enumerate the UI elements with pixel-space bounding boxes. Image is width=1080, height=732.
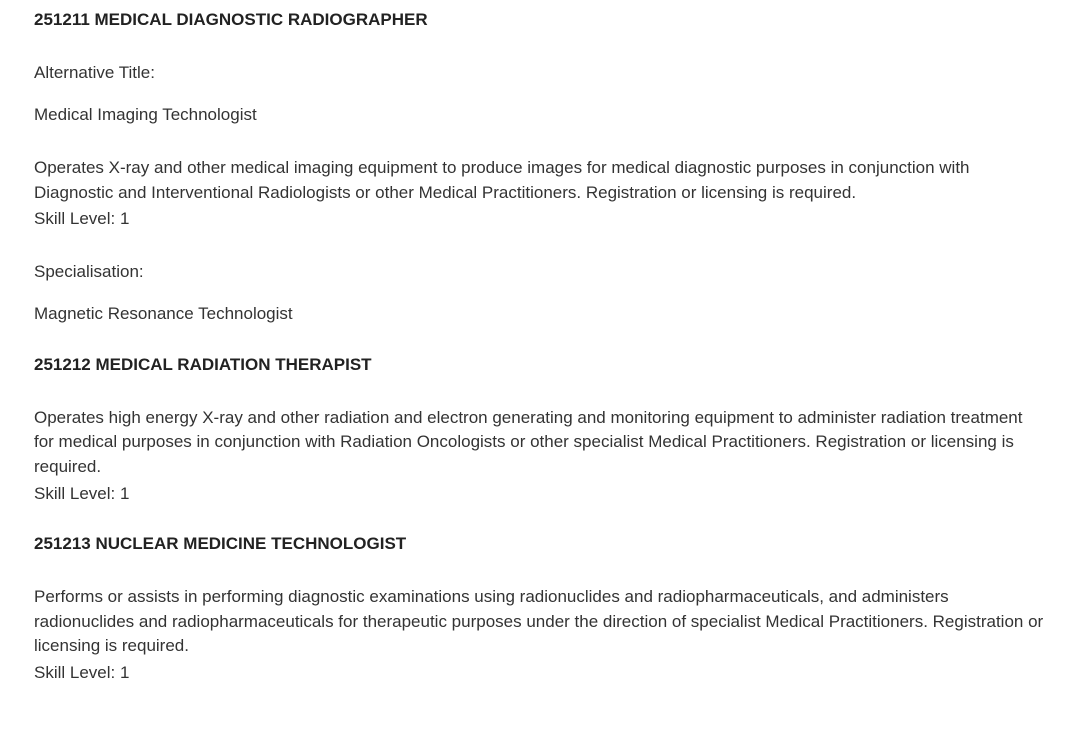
occupation-heading: 251211 MEDICAL DIAGNOSTIC RADIOGRAPHER xyxy=(34,8,1046,33)
skill-level: Skill Level: 1 xyxy=(34,661,1046,686)
specialisation-label: Specialisation: xyxy=(34,260,1046,285)
occupation-heading: 251213 NUCLEAR MEDICINE TECHNOLOGIST xyxy=(34,532,1046,557)
skill-level: Skill Level: 1 xyxy=(34,482,1046,507)
occupation-description: Operates X-ray and other medical imaging… xyxy=(34,156,1046,205)
alternative-title-label: Alternative Title: xyxy=(34,61,1046,86)
alternative-title-value: Medical Imaging Technologist xyxy=(34,103,1046,128)
occupation-description: Operates high energy X-ray and other rad… xyxy=(34,406,1046,480)
specialisation-value: Magnetic Resonance Technologist xyxy=(34,302,1046,327)
occupation-block-251212: 251212 MEDICAL RADIATION THERAPIST Opera… xyxy=(34,353,1046,506)
skill-level: Skill Level: 1 xyxy=(34,207,1046,232)
occupation-description: Performs or assists in performing diagno… xyxy=(34,585,1046,659)
occupation-block-251211: 251211 MEDICAL DIAGNOSTIC RADIOGRAPHER A… xyxy=(34,8,1046,327)
occupation-block-251213: 251213 NUCLEAR MEDICINE TECHNOLOGIST Per… xyxy=(34,532,1046,685)
occupation-heading: 251212 MEDICAL RADIATION THERAPIST xyxy=(34,353,1046,378)
